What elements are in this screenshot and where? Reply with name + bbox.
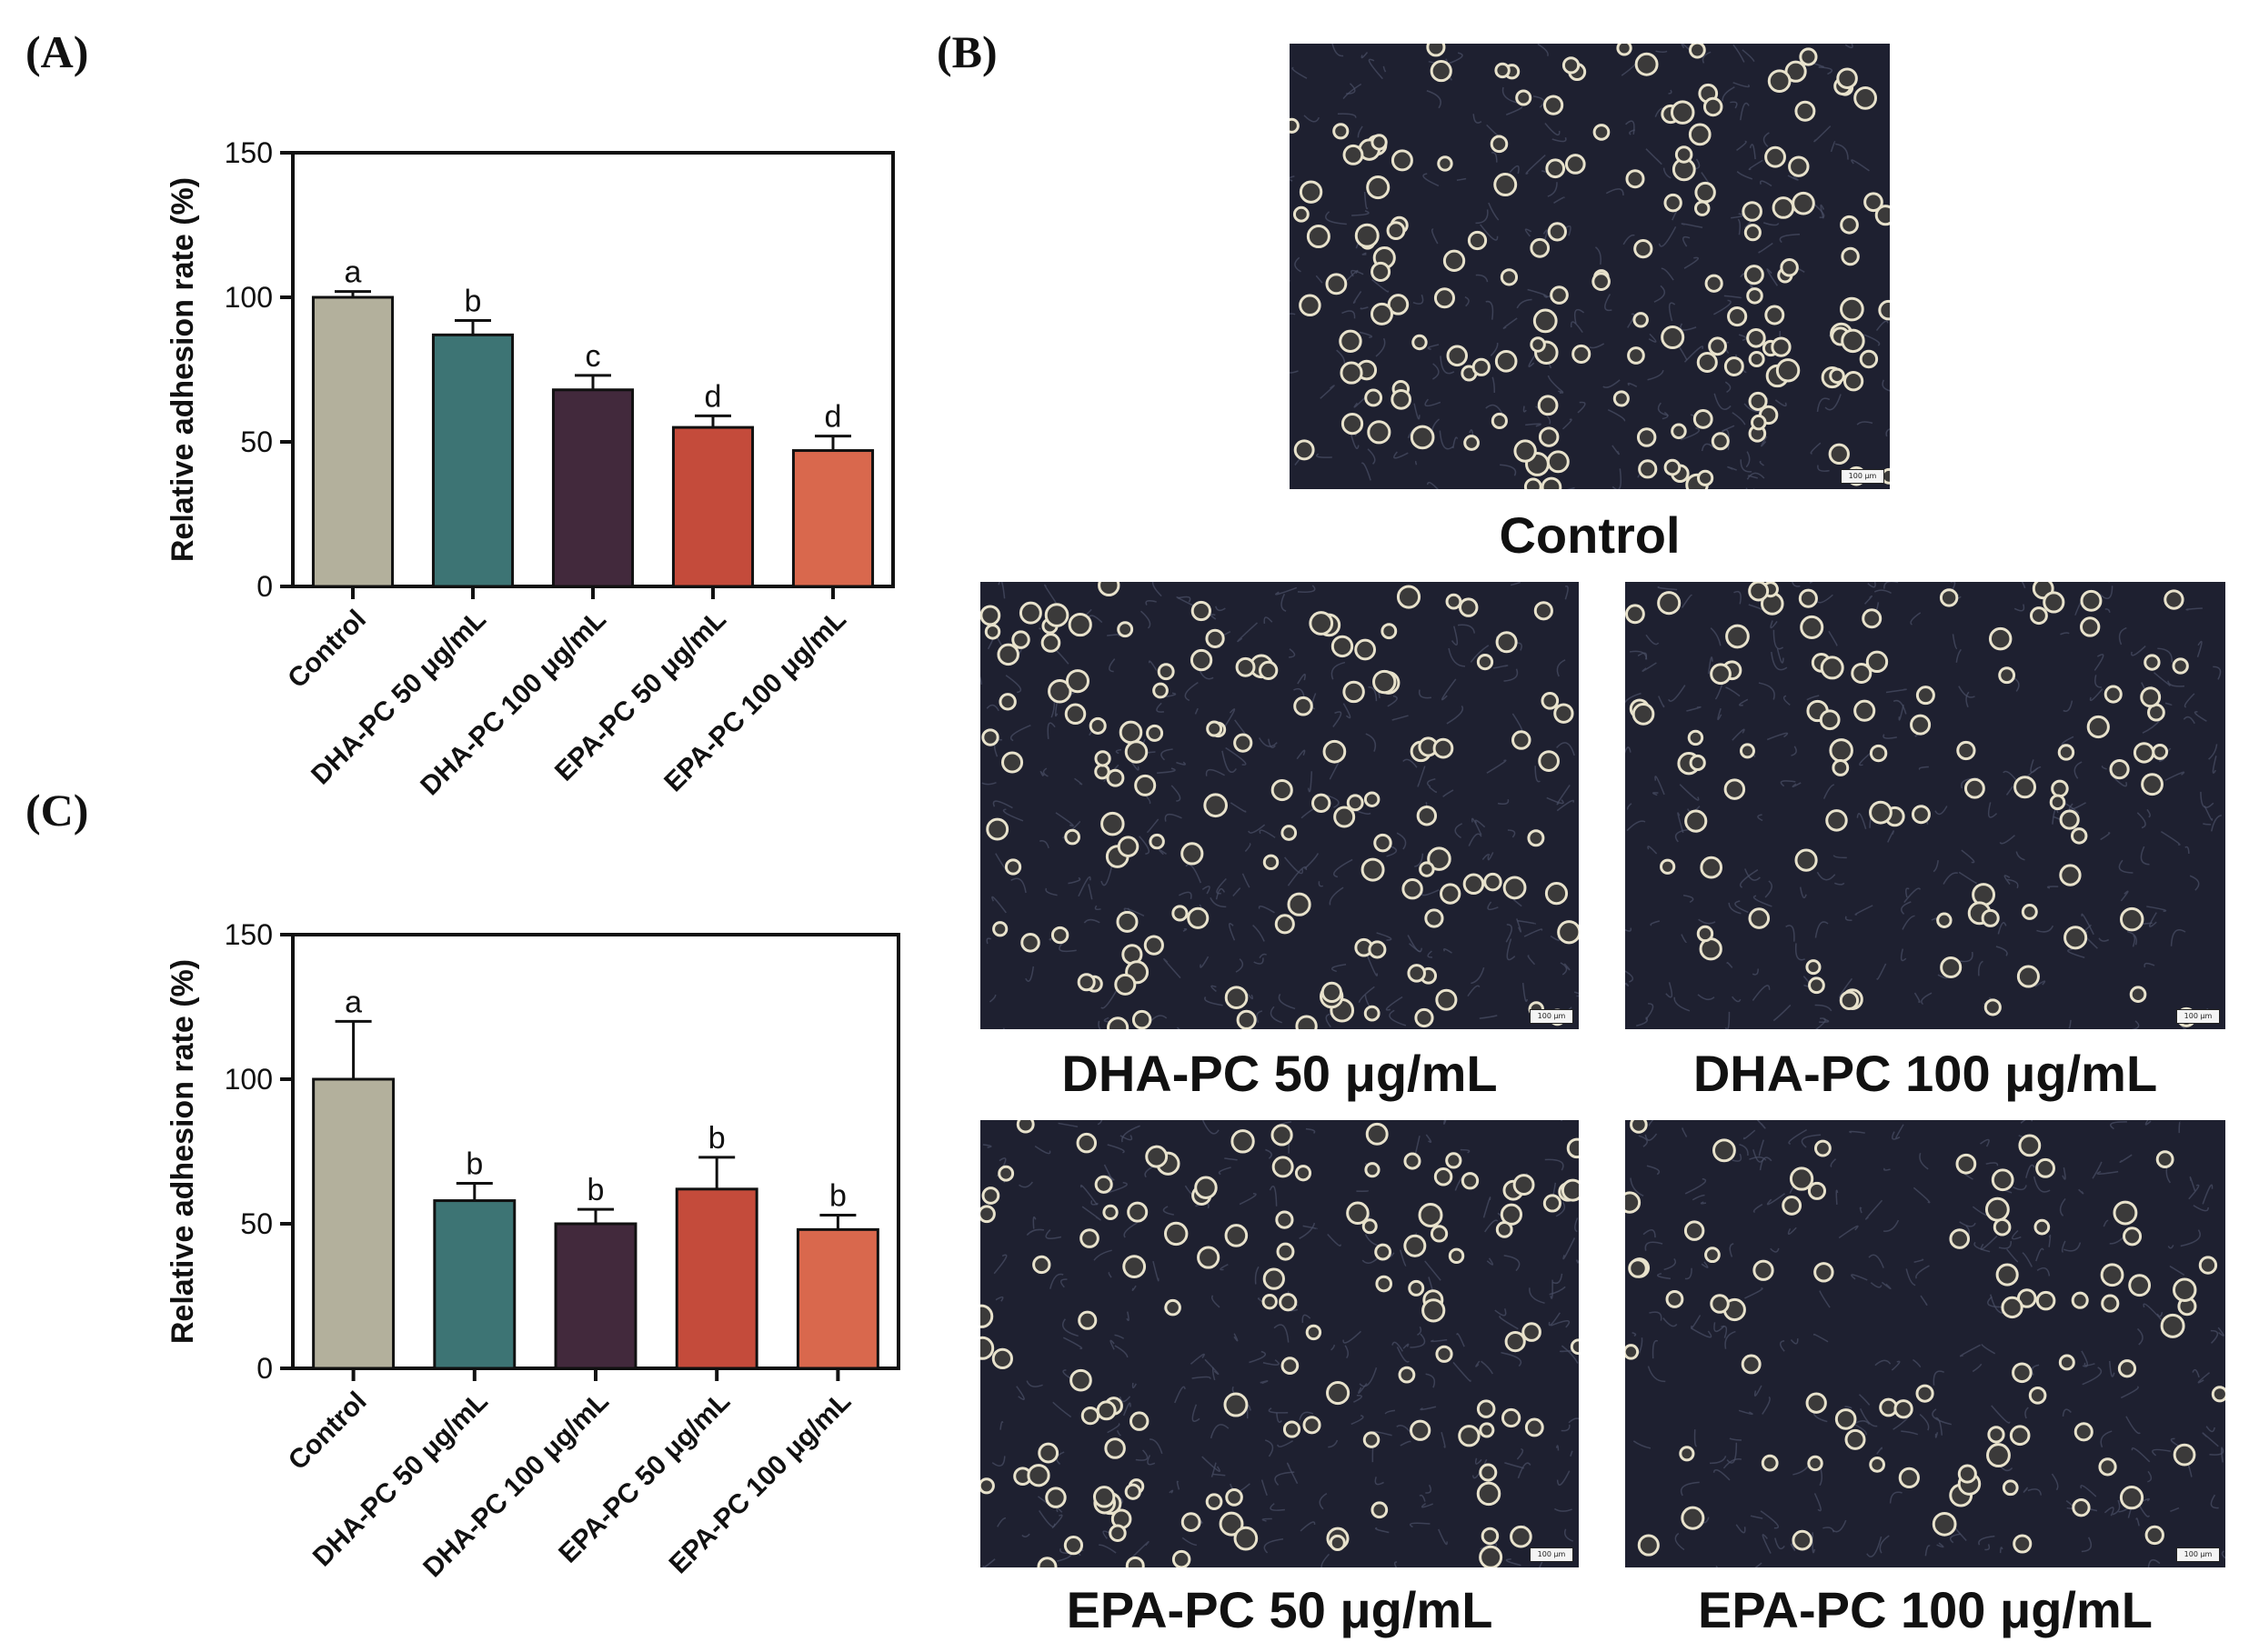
significance-label: b <box>465 284 482 318</box>
panel-label-c: (C) <box>25 785 89 836</box>
panel-label-a: (A) <box>25 26 89 77</box>
y-tick-label: 100 <box>225 1063 273 1096</box>
micrograph-epa-pc-50: 100 μm <box>980 1120 1579 1567</box>
y-tick-label: 150 <box>225 136 273 169</box>
y-axis-label: Relative adhesion rate (%) <box>166 177 200 562</box>
y-tick-label: 100 <box>225 281 273 314</box>
y-tick-label: 0 <box>256 1352 273 1385</box>
scale-bar: 100 μm <box>2176 1009 2220 1024</box>
significance-label: b <box>587 1173 605 1207</box>
x-tick-label: Control <box>283 1387 373 1477</box>
micrograph-caption-control: Control <box>1499 506 1681 564</box>
significance-label: b <box>708 1121 726 1156</box>
bar-chart-c: 0 50 100 150 Relative adhesion rate (%) a Cont… <box>166 918 900 1583</box>
y-tick-label: 50 <box>240 1207 273 1240</box>
bar <box>433 1199 517 1370</box>
micrograph-dha-pc-100: 100 μm <box>1625 582 2225 1029</box>
scale-bar: 100 μm <box>2176 1547 2220 1562</box>
micrograph-control: 100 μm <box>1290 44 1890 489</box>
micrograph-epa-pc-100: 100 μm <box>1625 1120 2225 1567</box>
significance-label: a <box>345 255 362 290</box>
bar <box>796 1227 879 1370</box>
micrograph-caption-epa-pc-100: EPA-PC 100 μg/mL <box>1697 1581 2153 1638</box>
significance-label: c <box>586 339 601 374</box>
significance-label: d <box>825 400 842 435</box>
micrograph-caption-dha-pc-100: DHA-PC 100 μg/mL <box>1692 1045 2158 1102</box>
bar <box>551 388 635 588</box>
y-tick-label: 50 <box>240 426 273 458</box>
micrograph-caption-epa-pc-50: EPA-PC 50 μg/mL <box>1066 1581 1493 1638</box>
micrograph-dha-pc-50: 100 μm <box>980 582 1579 1029</box>
bar <box>554 1222 638 1370</box>
y-tick-label: 0 <box>256 570 273 603</box>
y-tick-label: 150 <box>225 918 273 951</box>
scale-bar: 100 μm <box>1530 1547 1573 1562</box>
significance-label: b <box>466 1146 483 1181</box>
bar <box>675 1187 758 1370</box>
significance-label: b <box>829 1178 847 1213</box>
y-axis-label: Relative adhesion rate (%) <box>166 959 200 1344</box>
scale-bar: 100 μm <box>1841 469 1884 484</box>
bar <box>312 1077 396 1370</box>
micrograph-caption-dha-pc-50: DHA-PC 50 μg/mL <box>1061 1045 1498 1102</box>
panel-label-b: (B) <box>937 26 998 77</box>
significance-label: a <box>345 985 362 1019</box>
scale-bar: 100 μm <box>1530 1009 1573 1024</box>
significance-label: d <box>705 379 722 414</box>
